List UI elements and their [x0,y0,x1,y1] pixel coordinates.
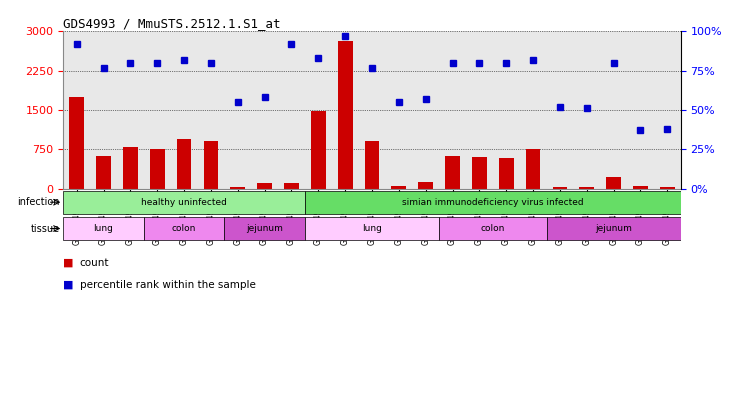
Bar [445,156,460,189]
Bar [365,141,379,189]
Text: percentile rank within the sample: percentile rank within the sample [80,279,255,290]
Bar [418,182,433,189]
Bar [284,184,299,189]
Text: infection: infection [17,197,60,207]
Bar [231,187,245,189]
Bar [63,217,144,240]
Bar [63,191,305,214]
Text: lung: lung [362,224,382,233]
Bar [472,157,487,189]
Bar [257,184,272,189]
Text: count: count [80,258,109,268]
Bar [311,111,326,189]
Bar [633,186,648,189]
Bar [123,147,138,189]
Bar [606,177,621,189]
Text: colon: colon [172,224,196,233]
Text: GDS4993 / MmuSTS.2512.1.S1_at: GDS4993 / MmuSTS.2512.1.S1_at [63,17,280,30]
Text: ■: ■ [63,279,77,290]
Text: colon: colon [481,224,505,233]
Text: lung: lung [94,224,113,233]
Bar [225,217,305,240]
Bar [96,156,111,189]
Bar [660,187,675,189]
Text: simian immunodeficiency virus infected: simian immunodeficiency virus infected [402,198,583,207]
Text: healthy uninfected: healthy uninfected [141,198,227,207]
Bar [580,187,594,189]
Bar [338,41,353,189]
Bar [499,158,513,189]
Bar [144,217,225,240]
Text: jejunum: jejunum [595,224,632,233]
Bar [176,139,191,189]
Bar [305,217,439,240]
Text: ■: ■ [63,258,77,268]
Bar [553,187,568,189]
Bar [439,217,547,240]
Text: tissue: tissue [31,224,60,233]
Bar [391,186,406,189]
Bar [69,97,84,189]
Bar [150,149,164,189]
Bar [204,141,218,189]
Text: jejunum: jejunum [246,224,283,233]
Bar [547,217,681,240]
Bar [305,191,681,214]
Bar [526,149,540,189]
